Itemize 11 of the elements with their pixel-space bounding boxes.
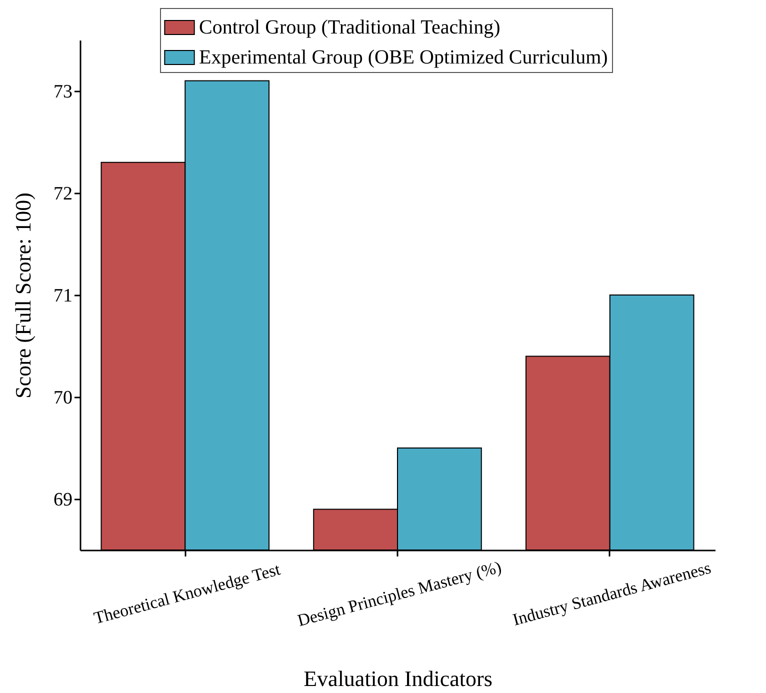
x-axis-title: Evaluation Indicators bbox=[304, 666, 492, 692]
y-tick-label: 72 bbox=[54, 184, 72, 204]
legend-label: Experimental Group (OBE Optimized Curriculum) bbox=[199, 46, 608, 68]
legend-label: Control Group (Traditional Teaching) bbox=[199, 16, 500, 38]
y-tick-label: 71 bbox=[54, 286, 72, 306]
y-tick-label: 69 bbox=[54, 490, 72, 510]
x-tick-label: Design Principles Mastery (%) bbox=[296, 557, 504, 630]
y-tick-label: 70 bbox=[54, 388, 72, 408]
x-tick-label: Industry Standards Awareness bbox=[510, 558, 713, 630]
y-axis-title: Score (Full Score: 100) bbox=[10, 192, 36, 398]
y-tick-label: 73 bbox=[54, 82, 72, 102]
